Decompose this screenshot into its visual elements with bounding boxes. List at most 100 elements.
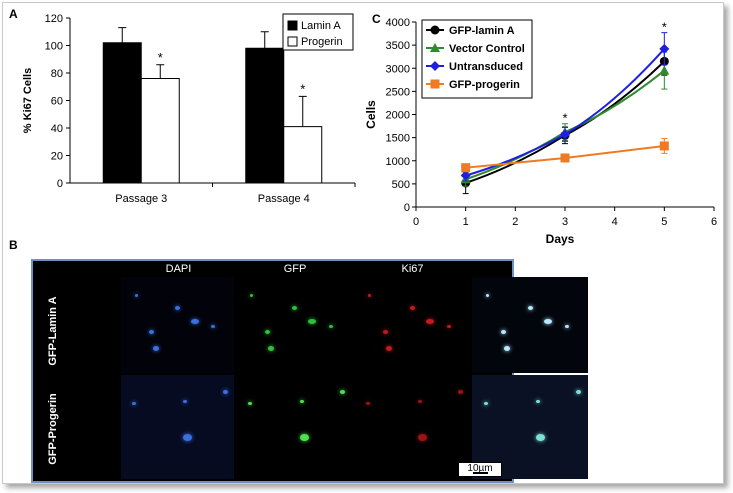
nucleus (527, 305, 533, 310)
nucleus (501, 329, 506, 334)
bar (140, 78, 180, 184)
nucleus (299, 434, 309, 442)
nucleus (504, 346, 511, 352)
nucleus (535, 434, 545, 442)
nucleus (485, 294, 489, 298)
y-tick-label: 3000 (386, 63, 410, 75)
panel-label-a: A (9, 7, 18, 21)
nucleus (458, 389, 464, 394)
nucleus (383, 329, 388, 334)
bar (245, 47, 285, 184)
y-tick-label: 0 (404, 202, 410, 214)
x-axis-label: Days (546, 232, 575, 246)
data-point (460, 170, 471, 181)
nucleus (247, 402, 252, 406)
legend-label: GFP-lamin A (449, 25, 515, 37)
bar (102, 42, 142, 184)
micrograph-image (121, 277, 234, 373)
nucleus (265, 329, 270, 334)
nucleus (149, 329, 155, 334)
legend-label: Progerin (301, 36, 343, 48)
nucleus (134, 294, 138, 298)
data-point (659, 141, 669, 151)
nucleus (183, 434, 193, 442)
y-tick-label: 4000 (386, 17, 410, 29)
x-tick-label: 3 (562, 216, 568, 228)
micrograph-image (236, 375, 352, 479)
nucleus (291, 305, 297, 310)
micrograph-image (472, 375, 588, 479)
micrograph-image (236, 277, 352, 373)
y-tick-label: 2000 (386, 110, 410, 122)
legend-marker (430, 79, 440, 89)
y-tick-label: 500 (392, 179, 410, 191)
x-tick-label: 2 (512, 216, 518, 228)
column-header-gfp: GFP (283, 263, 307, 275)
legend-label: Lamin A (301, 20, 341, 32)
panel-label-c: C (372, 12, 381, 26)
significance-marker: * (158, 50, 163, 65)
nucleus (425, 319, 434, 325)
nucleus (307, 319, 316, 325)
y-tick-label: 3500 (386, 40, 410, 52)
scale-bar-box: 10µm (458, 462, 502, 477)
nucleus (211, 325, 216, 328)
nucleus (564, 325, 569, 328)
nucleus (175, 305, 181, 310)
row-label-lamin-a: GFP-Lamin A (47, 296, 59, 366)
x-tick-label: Passage 4 (258, 193, 310, 205)
nucleus (191, 319, 200, 325)
legend-swatch (287, 20, 298, 31)
legend-label: GFP-progerin (449, 79, 520, 91)
y-axis-label: % Ki67 Cells (22, 68, 34, 133)
nucleus (268, 346, 275, 352)
nucleus (132, 402, 137, 406)
micrograph-image (121, 375, 234, 479)
y-tick-label: 80 (51, 68, 63, 80)
y-tick-label: 40 (51, 123, 63, 135)
data-point (659, 65, 670, 75)
nucleus (299, 399, 304, 403)
y-tick-label: 0 (57, 178, 63, 190)
nucleus (183, 399, 188, 403)
nucleus (386, 346, 393, 352)
chart-c-line: 0 500 1000 1500 2000 2500 3000 3500 4000 0 1 2 3 4 5 6 D… (364, 17, 717, 246)
y-tick-label: 2500 (386, 86, 410, 98)
nucleus (543, 319, 552, 325)
micrograph-panel: DAPI GFP Ki67 Merge GFP-Lamin A GFP-Prog… (31, 259, 588, 483)
chart-a-bar: 0 20 40 60 80 100 120 % Ki67 Cells Passage 3 * Pas… (22, 13, 356, 205)
y-tick-label: 100 (45, 41, 63, 53)
x-tick-label: 6 (711, 216, 717, 228)
x-tick-label: 5 (661, 216, 667, 228)
nucleus (152, 346, 159, 352)
micrograph-image (472, 277, 588, 373)
data-point (560, 129, 570, 140)
legend-label: Untransduced (449, 61, 523, 73)
y-tick-label: 120 (45, 13, 63, 25)
legend-marker (430, 43, 440, 52)
x-tick-label: Passage 3 (115, 193, 167, 205)
bar (283, 126, 323, 184)
nucleus (249, 294, 253, 298)
nucleus (328, 325, 333, 328)
micrograph-image (354, 277, 470, 373)
significance-marker: * (662, 19, 667, 34)
panel-label-b: B (9, 238, 18, 252)
legend-label: Vector Control (449, 43, 525, 55)
row-label-progerin: GFP-Progerin (47, 393, 59, 465)
nucleus (417, 434, 427, 442)
x-tick-label: 0 (413, 216, 419, 228)
nucleus (417, 399, 422, 403)
x-tick-label: 1 (463, 216, 469, 228)
legend-marker (430, 25, 440, 35)
x-tick-label: 4 (612, 216, 618, 228)
scale-bar-label: 10µm (467, 463, 493, 474)
column-header-dapi: DAPI (165, 263, 192, 275)
significance-marker: * (562, 110, 567, 125)
nucleus (483, 402, 488, 406)
nucleus (409, 305, 415, 310)
y-tick-label: 20 (51, 151, 63, 163)
y-tick-label: 1500 (386, 133, 410, 145)
y-tick-label: 60 (51, 96, 63, 108)
